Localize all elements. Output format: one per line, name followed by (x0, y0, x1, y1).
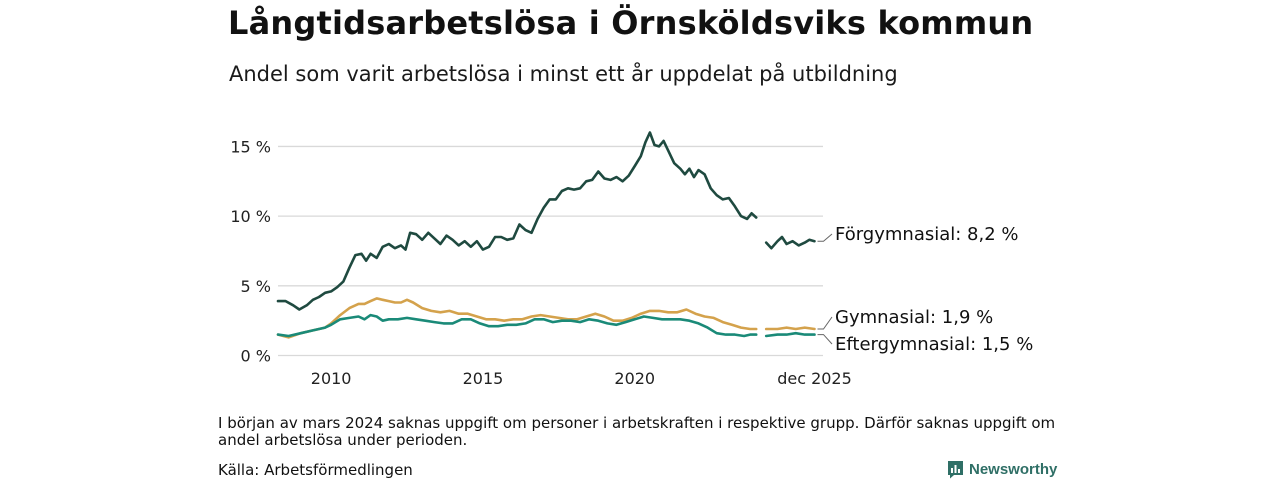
y-tick-label: 0 % (241, 347, 271, 366)
newsworthy-logo: Newsworthy (947, 458, 1057, 480)
chart-bars-icon (948, 460, 963, 478)
x-tick-label: 2020 (614, 369, 655, 388)
series-end-label: Förgymnasial: 8,2 % (835, 224, 1019, 245)
label-leader-line (817, 233, 833, 242)
source-credit: Källa: Arbetsförmedlingen (218, 461, 413, 479)
x-tick-label: 2015 (463, 369, 504, 388)
x-axis-ticks: 2010 2015 2020 dec 2025 (311, 369, 852, 388)
label-leader-line (817, 334, 833, 345)
series-line-eftergymnasial (764, 331, 816, 338)
y-tick-label: 5 % (241, 277, 271, 296)
line-chart: 0 % 5 % 10 % 15 % 2010 2015 2020 dec 2025 Förg… (230, 131, 1033, 388)
series-end-label: Gymnasial: 1,9 % (835, 307, 993, 328)
chart-subtitle: Andel som varit arbetslösa i minst ett å… (229, 62, 898, 86)
y-tick-label: 15 % (230, 137, 271, 156)
series-labels: Förgymnasial: 8,2 % Gymnasial: 1,9 % Efter… (817, 224, 1033, 355)
footnote: I början av mars 2024 saknas uppgift om … (218, 414, 1056, 449)
gridlines (278, 145, 823, 357)
x-tick-label: dec 2025 (777, 369, 852, 388)
x-tick-label: 2010 (311, 369, 352, 388)
label-leader-line (817, 316, 833, 330)
series-line-gymnasial (276, 297, 758, 339)
brand-name: Newsworthy (969, 460, 1058, 478)
series-line-gymnasial (764, 326, 816, 331)
series-line-eftergymnasial (276, 313, 758, 338)
series-lines (276, 131, 816, 339)
series-line-förgymnasial (276, 131, 758, 311)
series-end-label: Eftergymnasial: 1,5 % (835, 334, 1033, 355)
y-axis-ticks: 0 % 5 % 10 % 15 % (230, 137, 271, 365)
series-line-förgymnasial (764, 235, 816, 250)
y-tick-label: 10 % (230, 207, 271, 226)
chart-title: Långtidsarbetslösa i Örnsköldsviks kommu… (228, 4, 1034, 42)
